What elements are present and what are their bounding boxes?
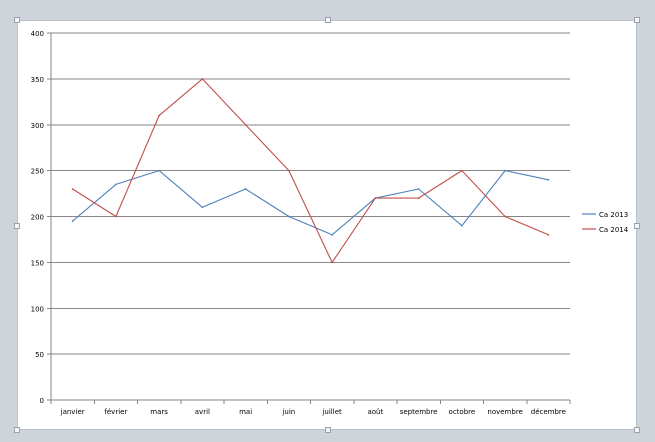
data-point <box>547 233 550 236</box>
x-tick-label: octobre <box>449 408 476 416</box>
y-tick-label: 300 <box>31 122 44 130</box>
resize-handle-right[interactable] <box>634 223 640 229</box>
y-tick-label: 50 <box>35 351 44 359</box>
legend: Ca 2013 Ca 2014 <box>582 211 629 234</box>
x-tick-label: février <box>104 408 127 416</box>
gridlines <box>51 32 570 355</box>
data-point <box>201 206 204 209</box>
y-tick-label: 150 <box>31 259 44 267</box>
data-point <box>504 215 507 218</box>
data-point <box>504 169 507 172</box>
series-line-0 <box>72 170 549 236</box>
data-point <box>244 188 247 190</box>
data-point <box>158 169 161 172</box>
y-tick-label: 0 <box>40 397 44 405</box>
x-tick-label: août <box>367 408 383 416</box>
resize-handle-left[interactable] <box>14 223 20 229</box>
chart-area[interactable] <box>14 17 640 433</box>
data-point <box>71 220 74 222</box>
series-lines <box>71 77 550 264</box>
legend-label: Ca 2014 <box>599 226 629 234</box>
data-point <box>547 178 550 181</box>
resize-handle-bottom-right[interactable] <box>634 427 640 433</box>
data-point <box>417 197 420 200</box>
data-point <box>374 197 377 200</box>
data-point <box>460 169 463 172</box>
data-point <box>287 169 290 172</box>
resize-handle-top[interactable] <box>325 17 331 23</box>
x-tick-label: novembre <box>487 408 522 416</box>
data-point <box>331 261 334 264</box>
x-tick-label: janvier <box>60 408 85 416</box>
resize-handle-top-left[interactable] <box>14 17 20 23</box>
y-tick-label: 200 <box>31 214 44 222</box>
data-point <box>244 123 247 126</box>
resize-handle-bottom-left[interactable] <box>14 427 20 433</box>
data-point <box>460 224 463 227</box>
x-tick-label: avril <box>195 408 210 416</box>
data-point <box>114 215 117 218</box>
data-point <box>158 114 161 117</box>
y-tick-label: 350 <box>31 76 44 84</box>
data-point <box>71 188 74 190</box>
data-point <box>331 233 334 236</box>
y-tick-label: 400 <box>31 30 44 38</box>
x-tick-label: juin <box>281 408 295 416</box>
x-tick-label: mars <box>150 408 168 416</box>
x-tick-label: juillet <box>321 408 342 416</box>
x-tick-label: mai <box>239 408 252 416</box>
x-tick-label: décembre <box>531 408 566 416</box>
data-point <box>114 183 117 186</box>
y-tick-label: 100 <box>31 305 44 313</box>
resize-handle-bottom[interactable] <box>325 427 331 433</box>
data-point <box>287 215 290 218</box>
legend-label: Ca 2013 <box>599 211 628 219</box>
y-tick-label: 250 <box>31 168 44 176</box>
series-line-1 <box>72 78 549 263</box>
data-point <box>417 188 420 190</box>
resize-handle-top-right[interactable] <box>634 17 640 23</box>
axes: 0 50 100 150 200 250 300 350 400 janvier février ma… <box>31 30 571 416</box>
x-tick-label: septembre <box>400 408 438 416</box>
data-point <box>201 77 204 80</box>
